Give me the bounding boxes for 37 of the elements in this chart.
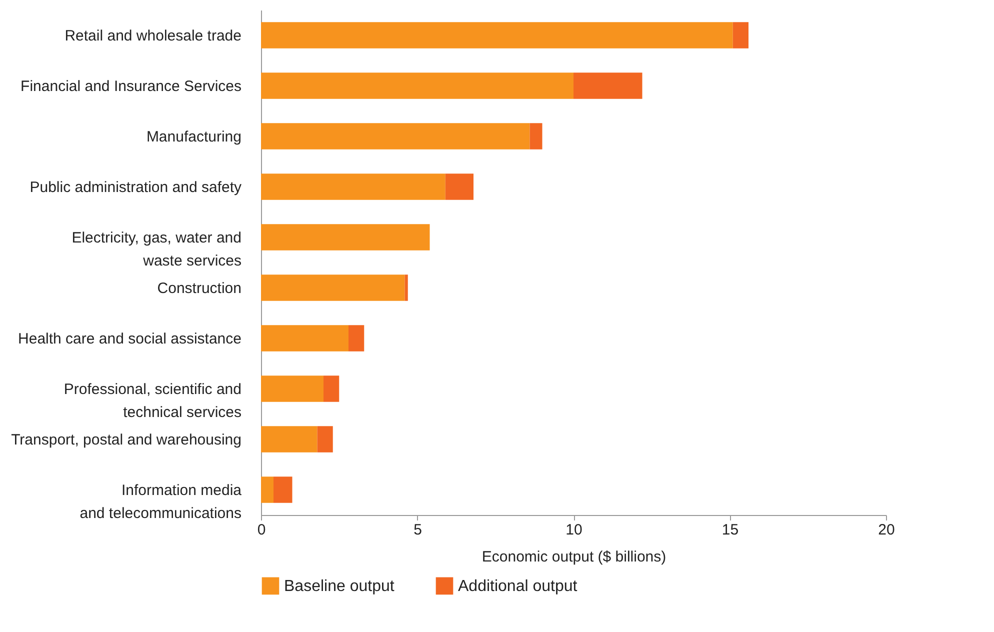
bar <box>261 376 324 402</box>
bar <box>530 123 542 150</box>
x-tick-label: 20 <box>878 522 895 538</box>
bar <box>261 274 405 301</box>
y-tick-label: Electricity, gas, water and waste services <box>72 229 242 270</box>
bar <box>348 325 364 352</box>
bar <box>261 123 530 150</box>
bar <box>732 22 748 48</box>
legend-label: Additional output <box>458 578 578 595</box>
y-tick-label: Financial and Insurance Services <box>20 78 242 95</box>
y-tick-label: Retail and wholesale trade <box>64 27 242 44</box>
y-tick-label: Construction <box>157 280 242 297</box>
bar <box>261 22 733 48</box>
bar <box>261 224 430 250</box>
y-tick-label: Public administration and safety <box>30 178 242 196</box>
x-tick-label: 0 <box>257 522 266 538</box>
bar <box>261 72 574 99</box>
bar <box>261 325 348 352</box>
x-tick-label: 10 <box>566 522 582 538</box>
bar <box>404 274 408 301</box>
y-tick-label: Information media and telecommunications <box>80 482 242 522</box>
bar <box>261 174 446 200</box>
y-tick-label: Professional, scientific and technical services <box>64 380 242 421</box>
bar <box>261 476 274 503</box>
legend-label: Baseline output <box>284 578 395 595</box>
x-axis-title: Economic output ($ billions) <box>482 548 666 566</box>
bar <box>324 376 340 402</box>
y-tick-label: Manufacturing <box>146 128 242 146</box>
bar <box>317 426 333 452</box>
y-tick-label: Transport, postal and warehousing <box>11 431 242 448</box>
y-tick-label: Health care and social assistance <box>18 330 242 348</box>
x-tick-label: 15 <box>722 522 739 538</box>
bar <box>274 476 292 503</box>
bar <box>261 426 318 452</box>
x-tick-label: 5 <box>414 522 422 538</box>
bar <box>445 174 474 200</box>
bar <box>574 72 642 99</box>
